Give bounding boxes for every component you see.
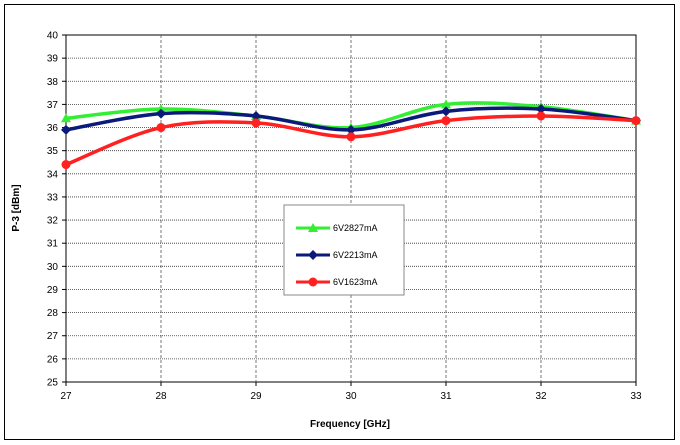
data-point xyxy=(61,113,71,123)
y-tick-label: 38 xyxy=(47,77,59,88)
x-axis-ticks: 27 28 29 30 31 32 33 xyxy=(60,382,642,402)
x-tick-label: 31 xyxy=(440,391,452,402)
legend-marker xyxy=(308,250,318,260)
data-point xyxy=(441,116,451,126)
legend-item: 6V2827mA xyxy=(296,223,378,233)
y-tick-label: 37 xyxy=(47,100,59,111)
y-axis-label: P-3 [dBm] xyxy=(11,184,22,231)
y-tick-label: 39 xyxy=(47,54,59,65)
x-tick-label: 33 xyxy=(630,391,642,402)
data-point xyxy=(441,99,451,109)
series-6V1623mA xyxy=(61,111,641,170)
data-point xyxy=(346,132,356,142)
y-axis-ticks: 25 26 27 28 29 30 31 32 33 34 35 36 37 38 39 40 xyxy=(47,31,66,389)
y-tick-label: 30 xyxy=(47,262,59,273)
x-tick-label: 27 xyxy=(60,391,72,402)
x-tick-label: 32 xyxy=(535,391,547,402)
legend-item: 6V2213mA xyxy=(296,250,378,260)
data-point xyxy=(536,104,546,115)
grid-lines xyxy=(66,35,636,382)
data-point xyxy=(251,110,261,121)
y-tick-label: 34 xyxy=(47,169,59,180)
y-tick-label: 31 xyxy=(47,239,59,250)
y-tick-label: 25 xyxy=(47,378,59,389)
x-axis-label: Frequency [GHz] xyxy=(310,419,390,430)
legend-label: 6V2213mA xyxy=(333,250,378,260)
y-tick-label: 32 xyxy=(47,216,59,227)
y-tick-label: 36 xyxy=(47,123,59,134)
legend: 6V2827mA 6V2213mA 6V1623mA xyxy=(283,204,405,296)
y-tick-label: 33 xyxy=(47,192,59,203)
data-point xyxy=(61,160,71,170)
data-point xyxy=(631,116,641,126)
legend-label: 6V2827mA xyxy=(333,223,378,233)
legend-marker xyxy=(308,223,318,232)
data-point xyxy=(156,108,166,119)
data-point xyxy=(536,111,546,121)
x-tick-label: 28 xyxy=(155,391,167,402)
legend-box xyxy=(283,204,405,296)
legend-marker xyxy=(308,277,318,287)
y-tick-label: 26 xyxy=(47,354,59,365)
data-point xyxy=(156,104,166,114)
data-point xyxy=(156,123,166,133)
data-point xyxy=(441,106,451,117)
y-tick-label: 40 xyxy=(47,31,59,42)
series-group xyxy=(61,99,641,170)
x-tick-label: 29 xyxy=(250,391,262,402)
y-tick-label: 28 xyxy=(47,308,59,319)
data-point xyxy=(346,124,356,135)
y-tick-label: 29 xyxy=(47,285,59,296)
x-tick-label: 30 xyxy=(345,391,357,402)
data-point xyxy=(61,124,71,135)
y-tick-label: 27 xyxy=(47,331,59,342)
y-tick-label: 35 xyxy=(47,146,59,157)
legend-label: 6V1623mA xyxy=(333,277,378,287)
series-6V2213mA xyxy=(61,104,641,135)
legend-item: 6V1623mA xyxy=(296,277,378,287)
data-point xyxy=(251,118,261,128)
